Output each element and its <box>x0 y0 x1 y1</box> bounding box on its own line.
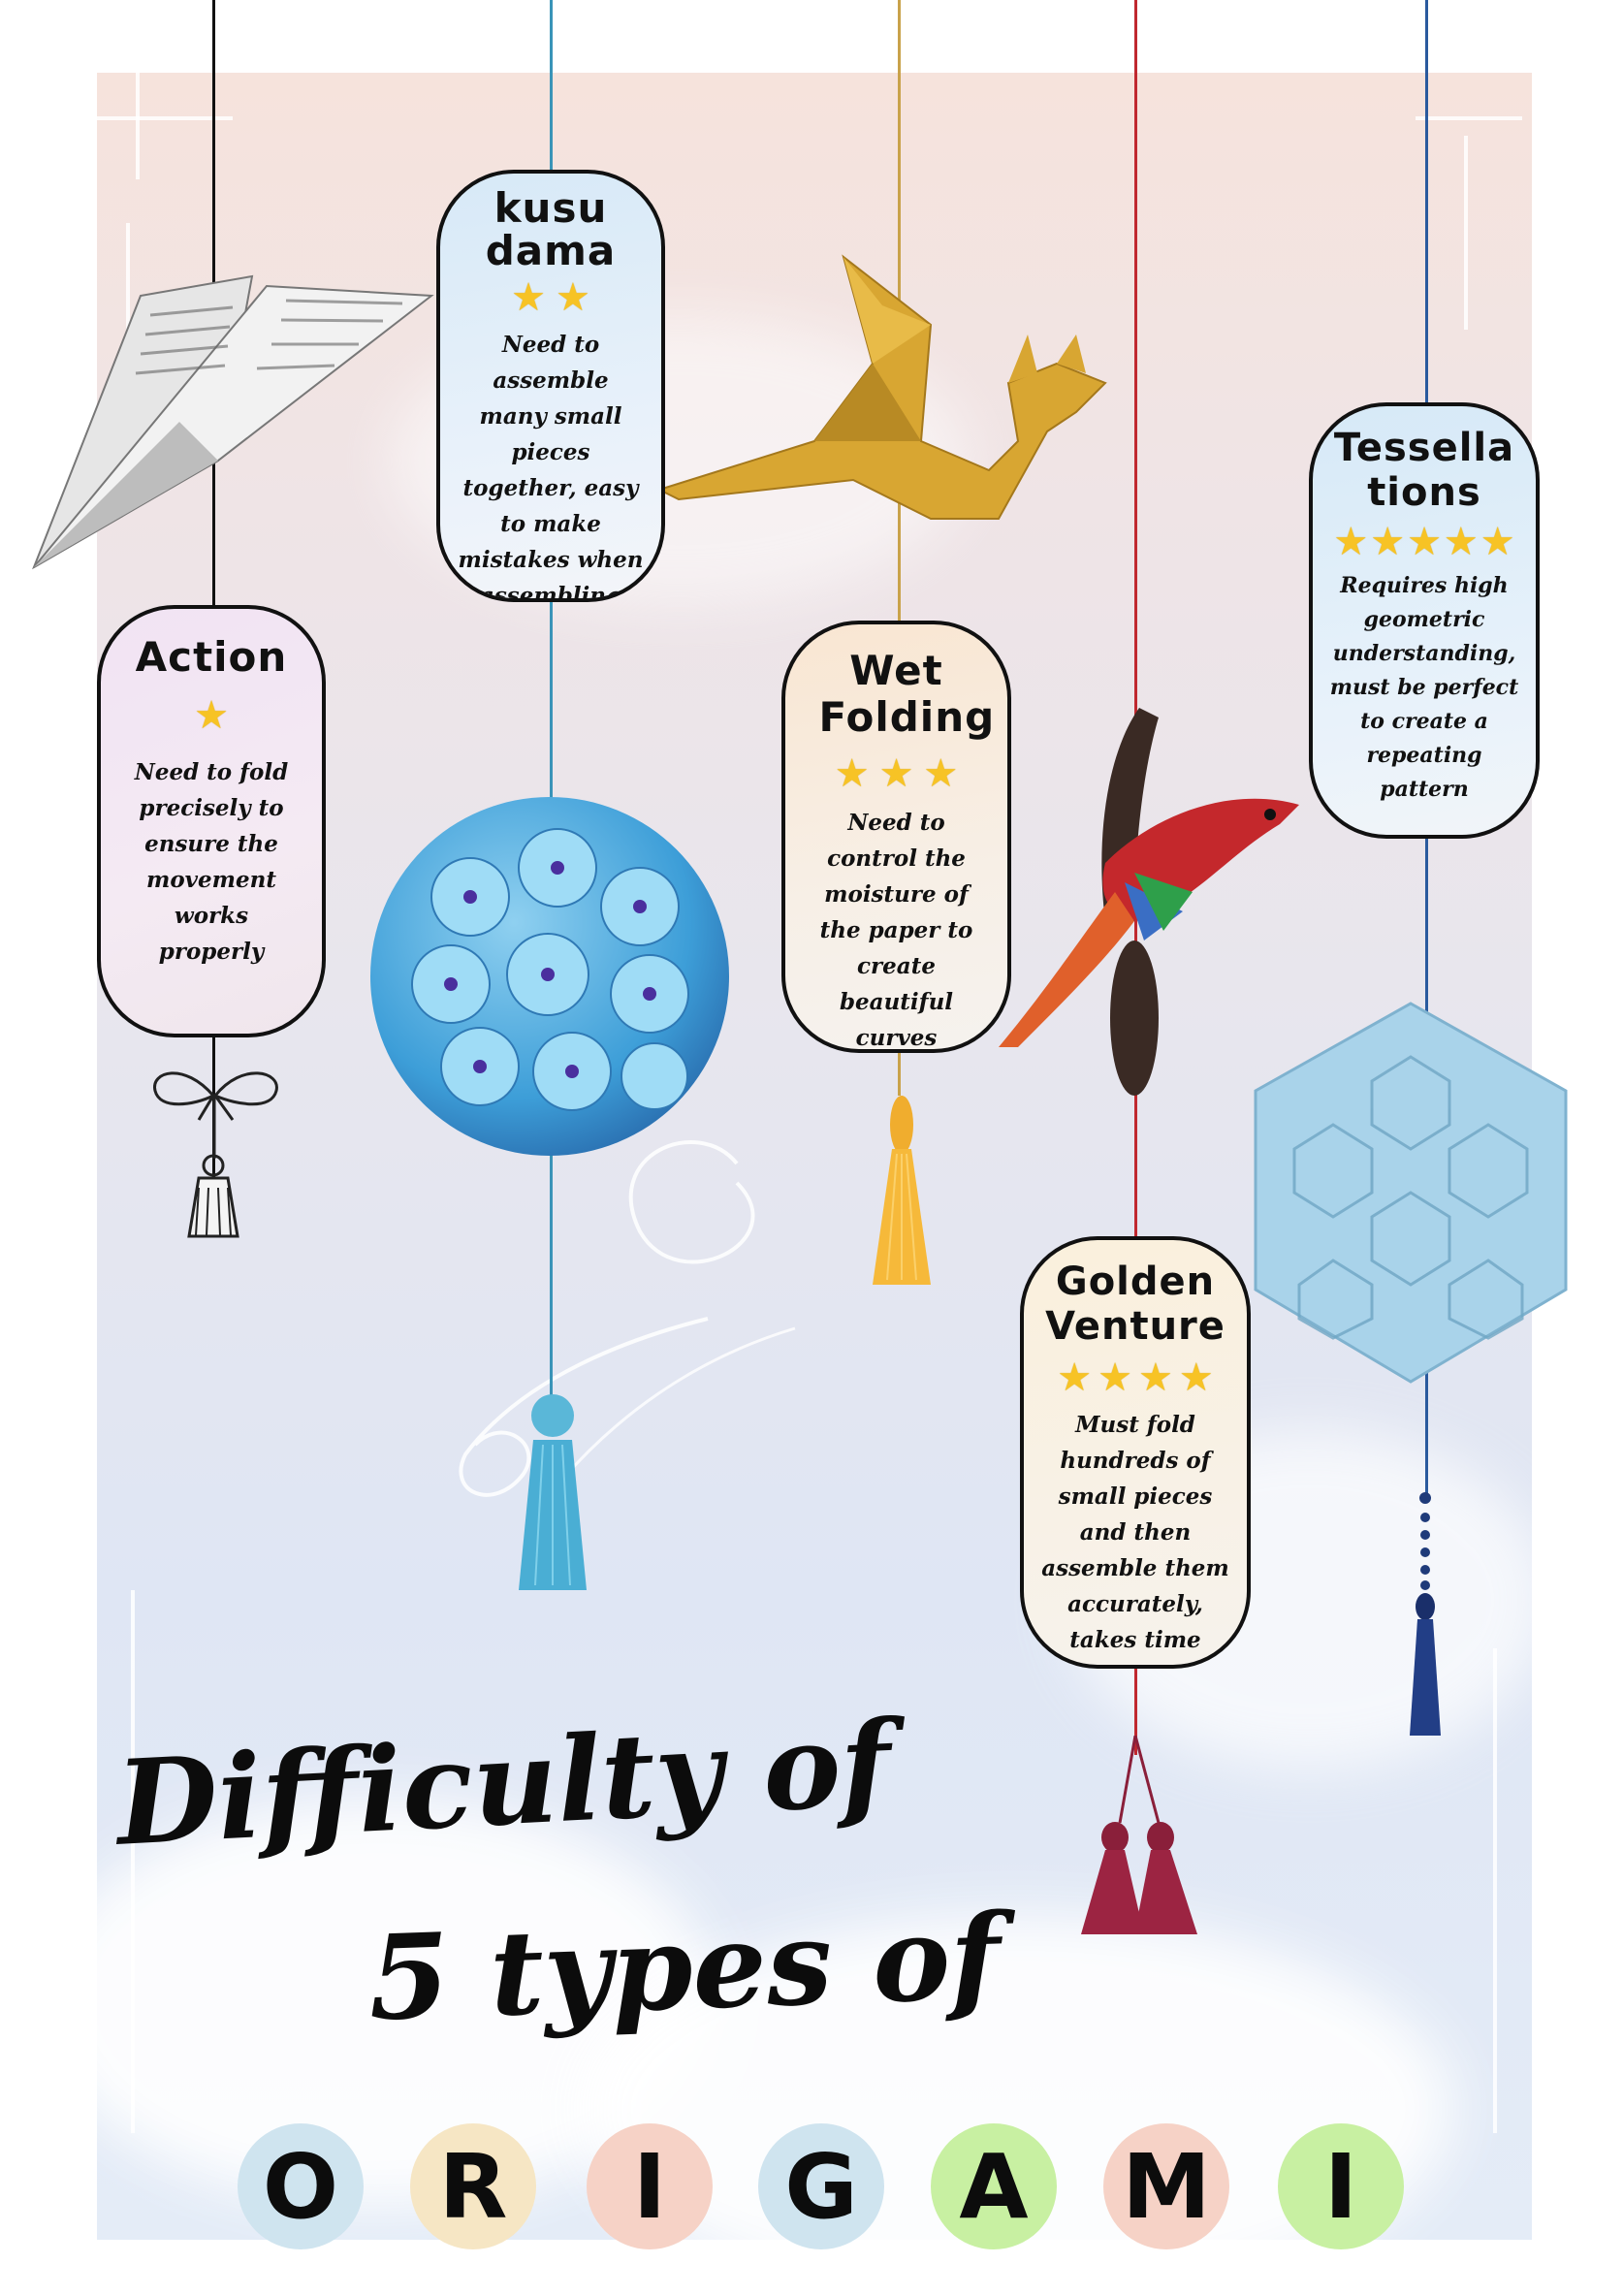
star-rating: ★ <box>194 694 229 737</box>
bow-icon <box>153 1071 278 1159</box>
star-icon: ★ <box>1178 1355 1214 1400</box>
paper-plane-icon <box>32 274 434 570</box>
star-icon: ★ <box>1098 1355 1132 1400</box>
star-rating: ★ ★ <box>511 276 590 319</box>
bird-icon <box>999 708 1299 1096</box>
letter-text: A <box>959 2134 1029 2239</box>
tassel-icon <box>873 1096 931 1285</box>
star-icon: ★ <box>1480 520 1515 564</box>
star-icon: ★ <box>511 275 546 320</box>
card-title: Golden Venture <box>1045 1260 1225 1349</box>
card-title: kusu dama <box>485 184 617 274</box>
string <box>898 0 901 1096</box>
tessellation-hexagon-icon <box>1254 1002 1568 1384</box>
frame-line <box>1464 136 1468 330</box>
tassel-icon <box>519 1394 587 1590</box>
card-description: Need to fold precisely to ensure the mov… <box>134 759 289 965</box>
swirl-decoration <box>459 1139 796 1504</box>
star-icon: ★ <box>1057 1355 1093 1400</box>
string <box>550 0 553 1396</box>
card-title: Tessella tions <box>1333 426 1515 515</box>
frame-line <box>97 116 233 120</box>
card-tessellations: Tessella tions ★ ★ ★ ★ ★ Requires high g… <box>1309 402 1540 839</box>
letter-text: I <box>632 2134 667 2239</box>
letter-i: I <box>587 2123 713 2249</box>
frame-line <box>136 73 140 179</box>
letter-text: O <box>262 2134 339 2239</box>
tassel-icon <box>1081 1736 1197 1934</box>
star-icon: ★ <box>1333 520 1369 564</box>
tassel-icon <box>187 1154 239 1238</box>
star-rating: ★ ★ ★ ★ <box>1057 1356 1213 1399</box>
star-icon: ★ <box>194 693 229 738</box>
frame-line <box>1493 1648 1497 2133</box>
card-description: Need to control the moisture of the pape… <box>819 810 973 1051</box>
letter-text: G <box>784 2134 858 2239</box>
star-icon: ★ <box>1370 520 1406 564</box>
letter-m: M <box>1103 2123 1229 2249</box>
card-description: Requires high geometric understanding, m… <box>1329 573 1519 802</box>
star-rating: ★ ★ ★ <box>835 752 959 795</box>
letter-a: A <box>931 2123 1057 2249</box>
star-icon: ★ <box>834 751 870 796</box>
star-icon: ★ <box>923 751 959 796</box>
star-icon: ★ <box>878 751 914 796</box>
card-wet-folding: Wet Folding ★ ★ ★ Need to control the mo… <box>781 621 1011 1053</box>
dragon-icon <box>656 254 1107 520</box>
letter-text: R <box>438 2134 508 2239</box>
card-description: Need to assemble many small pieces toget… <box>458 332 644 602</box>
letter-i: I <box>1278 2123 1404 2249</box>
card-title: Wet Folding <box>818 647 996 741</box>
letter-text: I <box>1323 2134 1358 2239</box>
star-icon: ★ <box>1407 520 1442 564</box>
card-action: Action ★ Need to fold precisely to ensur… <box>97 605 326 1037</box>
card-kusudama: kusu dama ★ ★ Need to assemble many smal… <box>436 170 665 602</box>
tassel-icon <box>1410 1492 1441 1736</box>
letter-g: G <box>758 2123 884 2249</box>
star-rating: ★ ★ ★ ★ ★ <box>1333 521 1514 563</box>
card-title: Action <box>135 633 288 681</box>
frame-line <box>131 1590 135 2133</box>
card-golden-venture: Golden Venture ★ ★ ★ ★ Must fold hundred… <box>1020 1236 1251 1669</box>
kusudama-ball-icon <box>370 797 729 1156</box>
star-icon: ★ <box>1138 1355 1173 1400</box>
frame-line <box>1416 116 1522 120</box>
letter-r: R <box>410 2123 536 2249</box>
card-description: Must fold hundreds of small pieces and t… <box>1041 1412 1229 1653</box>
title-line-2: 5 types of <box>366 1888 1002 2048</box>
letter-text: M <box>1122 2134 1211 2239</box>
letter-o: O <box>238 2123 364 2249</box>
star-icon: ★ <box>1443 520 1479 564</box>
star-icon: ★ <box>556 275 590 320</box>
